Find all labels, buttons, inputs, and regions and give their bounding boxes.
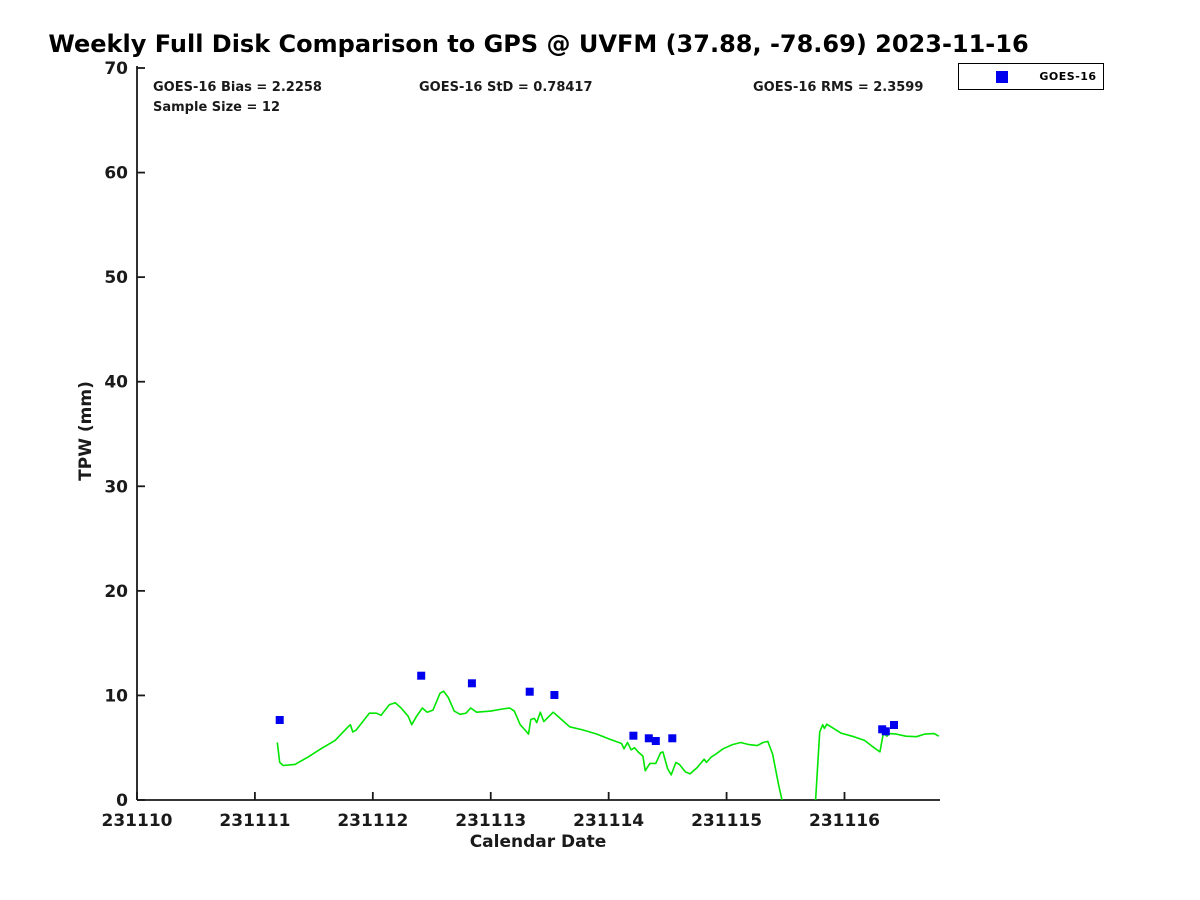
y-tick-label: 10 [104,686,128,706]
legend-square-marker-icon [996,71,1008,83]
goes16-marker [417,671,426,680]
legend-entry-label: GOES-16 [1039,70,1097,83]
x-tick-label: 231113 [455,811,526,831]
gps-line [276,690,940,800]
y-tick-label: 40 [104,373,128,393]
x-tick-label: 231112 [337,811,408,831]
chart-title: Weekly Full Disk Comparison to GPS @ UVF… [48,30,1029,58]
goes16-marker [651,737,660,745]
stat-sample-size: Sample Size = 12 [153,100,281,115]
goes16-marker [890,721,898,729]
x-tick-label: 231114 [573,811,644,831]
goes16-marker [629,731,638,740]
y-tick-label: 60 [104,164,128,184]
goes16-marker [881,727,890,736]
y-tick-label: 20 [104,582,128,602]
x-tick-label: 231116 [809,811,880,831]
goes16-marker [275,716,284,724]
stat-rms: GOES-16 RMS = 2.3599 [753,80,924,95]
y-tick-label: 0 [116,791,128,811]
stat-std: GOES-16 StD = 0.78417 [419,80,593,95]
x-axis-label: Calendar Date [469,832,607,852]
goes16-marker [668,734,677,743]
stat-bias: GOES-16 Bias = 2.2258 [153,80,322,95]
y-tick-label: 30 [104,477,128,497]
x-tick-label: 231115 [691,811,762,831]
y-axis-label: TPW (mm) [76,381,96,481]
x-tick-label: 231110 [102,811,173,831]
goes16-marker [525,687,534,696]
x-tick-label: 231111 [219,811,290,831]
y-tick-label: 70 [104,59,128,79]
goes16-marker [467,679,476,688]
legend: GOES-16 [958,63,1104,90]
goes16-marker [550,691,559,699]
y-tick-label: 50 [104,268,128,288]
goes16-marker [644,734,653,743]
